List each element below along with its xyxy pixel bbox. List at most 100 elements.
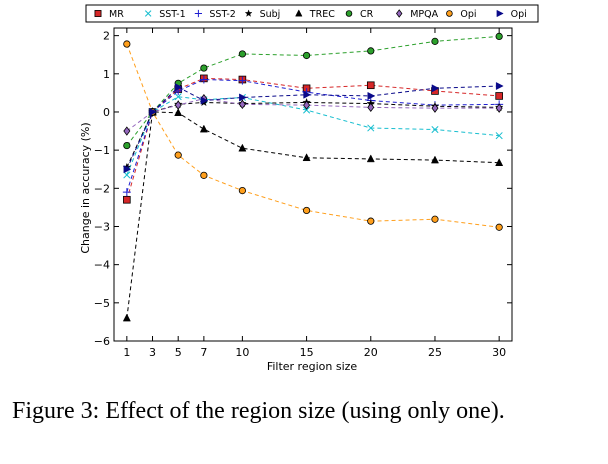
y-tick-label: −3 [94, 220, 110, 233]
data-point [367, 91, 376, 100]
legend-item: MR [94, 9, 124, 20]
x-tick-label: 15 [300, 346, 314, 359]
data-point [431, 215, 439, 223]
legend-item: Opi [446, 9, 477, 20]
legend-marker [144, 10, 152, 17]
series-subj [122, 98, 504, 171]
series-line [126, 77, 500, 200]
legend-item: CR [345, 9, 374, 20]
legend-item: SST-1 [144, 9, 186, 20]
x-tick-label: 10 [235, 346, 249, 359]
data-point [303, 100, 311, 110]
data-point [200, 171, 208, 179]
data-point [495, 132, 503, 140]
data-point [174, 151, 182, 159]
figure-caption: Figure 3: Effect of the region size (usi… [12, 398, 505, 424]
data-point [123, 195, 131, 204]
legend-marker [496, 9, 504, 18]
data-point [123, 40, 131, 48]
series-line [126, 85, 500, 170]
legend-marker [244, 9, 253, 17]
y-tick-label: −5 [94, 297, 110, 310]
data-point [303, 90, 312, 99]
data-point [123, 165, 132, 174]
data-point [200, 96, 209, 105]
data-point [431, 103, 439, 113]
axes: −6 −5 −4 −3 −2 −1 0 1 2 1 3 5 7 10 15 20 25 30 [94, 27, 513, 359]
legend-label: MPQA [410, 9, 438, 20]
series-line [126, 98, 500, 132]
legend-marker [295, 9, 303, 17]
legend-label: Subj [260, 9, 281, 20]
y-tick-label: −4 [94, 259, 110, 272]
series-trec [122, 107, 504, 322]
legend-label: Opi [460, 9, 476, 20]
plot-frame [113, 27, 513, 342]
data-point [366, 81, 375, 90]
legend-item: TREC [295, 9, 335, 20]
legend-marker [345, 10, 353, 17]
series-opi [123, 82, 504, 174]
legend-item: Subj [244, 9, 281, 20]
legend-label: CR [360, 9, 374, 20]
data-point [303, 106, 311, 114]
data-point [238, 143, 247, 152]
legend-label: SST-2 [209, 9, 235, 20]
legend-item: SST-2 [194, 9, 236, 20]
x-tick-label: 5 [175, 346, 182, 359]
legend-marker [194, 9, 202, 18]
data-point [366, 154, 375, 163]
x-tick-label: 25 [428, 346, 442, 359]
x-tick-label: 20 [364, 346, 378, 359]
series-sst-2 [122, 75, 504, 197]
legend-label: TREC [309, 9, 335, 20]
data-point [495, 92, 503, 100]
data-point [367, 124, 375, 132]
data-point [123, 126, 131, 136]
data-point [495, 223, 503, 231]
legend-item: Opi [496, 9, 527, 20]
data-point [199, 75, 208, 84]
data-point [302, 206, 311, 215]
data-point [238, 50, 246, 58]
x-tick-label: 30 [492, 346, 506, 359]
data-point [122, 313, 131, 322]
data-point [238, 187, 246, 195]
data-point [174, 108, 183, 116]
series-line [126, 35, 500, 146]
y-axis-label: Change in accuracy (%) [79, 122, 92, 253]
series-line [126, 43, 500, 228]
y-tick-label: 1 [103, 68, 110, 81]
x-axis-label: Filter region size [267, 360, 358, 373]
data-point [367, 47, 375, 55]
data-point [431, 37, 439, 45]
data-point [302, 153, 311, 162]
data-point [495, 82, 504, 91]
data-point [239, 93, 247, 102]
series-line [126, 111, 500, 319]
legend-label: SST-1 [159, 9, 185, 20]
series-opi [123, 40, 503, 231]
data-point [495, 32, 503, 40]
legend-box [85, 4, 539, 23]
data-point [174, 93, 182, 101]
data-point [174, 100, 182, 110]
data-point [431, 125, 439, 134]
y-tick-label: −6 [94, 335, 110, 348]
data-point [174, 83, 183, 92]
legend-label: MR [109, 9, 124, 20]
legend-marker [446, 10, 453, 17]
data-point [367, 102, 375, 113]
y-tick-label: −2 [94, 182, 110, 195]
legend-label: Opi [511, 9, 527, 20]
legend: MR SST-1 SST-2 Subj TREC CR MPQA Opi Opi [85, 4, 539, 23]
data-point [238, 99, 246, 110]
legend-marker [395, 9, 403, 18]
x-tick-label: 3 [149, 346, 156, 359]
series-line [126, 79, 500, 193]
legend-item: MPQA [395, 9, 439, 20]
line-chart: MR SST-1 SST-2 Subj TREC CR MPQA Opi Opi −6 −5 −4 −… [79, 4, 539, 373]
data-point [123, 141, 131, 150]
legend-marker [94, 10, 102, 17]
